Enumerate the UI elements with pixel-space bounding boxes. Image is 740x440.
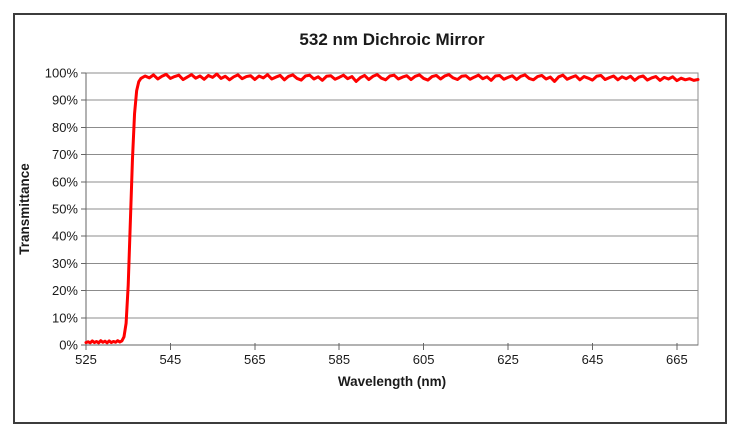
- chart-frame: 532 nm Dichroic Mirror 0% 10% 20% 30% 40% 50%…: [13, 13, 727, 424]
- x-tick-label: 665: [666, 352, 688, 367]
- transmittance-curve: [84, 72, 700, 345]
- x-tick-label: 565: [244, 352, 266, 367]
- x-tick-label: 645: [582, 352, 604, 367]
- y-tick-label: 70%: [52, 147, 78, 162]
- y-axis-title: Transmittance: [17, 163, 32, 255]
- plot-layer: 0% 10% 20% 30% 40% 50% 60% 70% 80% 90% 100% 525 545 5…: [45, 66, 700, 367]
- y-tick-label: 10%: [52, 310, 78, 325]
- x-tick-label: 625: [497, 352, 519, 367]
- y-tick-label: 60%: [52, 174, 78, 189]
- chart-svg: 532 nm Dichroic Mirror 0% 10% 20% 30% 40% 50%…: [17, 30, 700, 389]
- x-axis-title: Wavelength (nm): [338, 374, 446, 389]
- chart-title: 532 nm Dichroic Mirror: [299, 30, 485, 49]
- x-tick-label: 585: [328, 352, 350, 367]
- x-tick-label: 545: [160, 352, 182, 367]
- y-tick-label: 100%: [45, 66, 79, 81]
- y-tick-label: 20%: [52, 283, 78, 298]
- x-tick-label: 605: [413, 352, 435, 367]
- y-tick-label: 40%: [52, 229, 78, 244]
- y-tick-label: 90%: [52, 93, 78, 108]
- y-tick-label: 50%: [52, 202, 78, 217]
- y-tick-label: 80%: [52, 120, 78, 135]
- x-tick-label: 525: [75, 352, 97, 367]
- y-tick-label: 30%: [52, 256, 78, 271]
- y-tick-label: 0%: [59, 338, 78, 353]
